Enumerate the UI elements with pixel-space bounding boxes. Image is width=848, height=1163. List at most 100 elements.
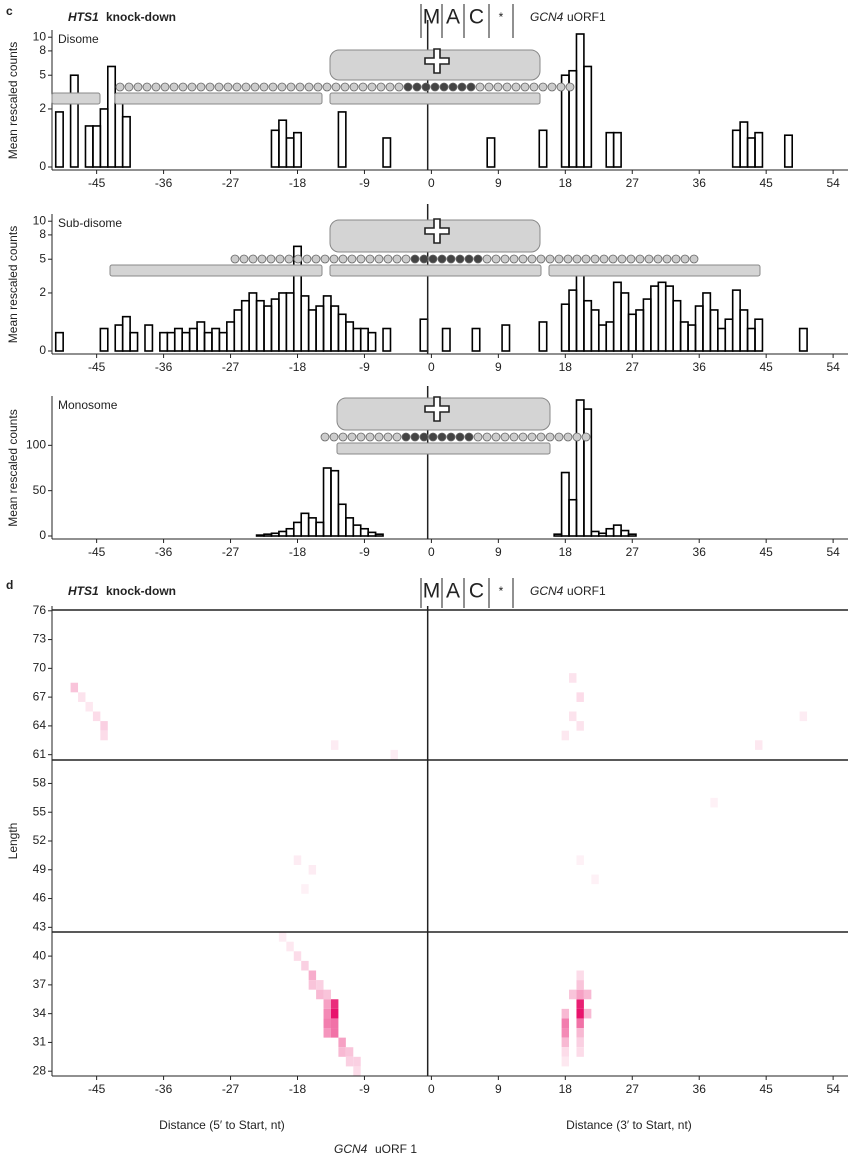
y-tick-label: 5: [39, 67, 46, 81]
histogram-bar: [54, 111, 64, 168]
heatmap-cell: [301, 960, 309, 971]
heatmap-cell: [561, 1056, 570, 1067]
residue: [365, 254, 375, 264]
ribosome-footprint: [548, 264, 761, 277]
residue: [554, 432, 564, 442]
histogram-bar: [538, 129, 548, 168]
histogram-bar: [203, 331, 213, 352]
histogram-bar: [322, 467, 332, 537]
histogram-bar: [211, 327, 221, 352]
residue: [545, 254, 555, 264]
residue: [644, 254, 654, 264]
codon: M: [423, 580, 441, 603]
panel-label: c: [6, 4, 13, 18]
histogram-bar: [166, 331, 176, 352]
residue: [430, 82, 440, 92]
x-tick-label: -27: [222, 360, 240, 374]
residue: [599, 254, 609, 264]
x-tick-label: 9: [495, 360, 502, 374]
ribosome: [336, 397, 551, 431]
residue: [529, 82, 539, 92]
x-tick-label: 27: [626, 545, 640, 559]
residue: [331, 82, 341, 92]
residue: [482, 432, 492, 442]
residue: [556, 82, 566, 92]
residue: [392, 432, 402, 442]
heatmap-cell: [278, 932, 287, 942]
y-tick-label: 61: [33, 747, 47, 761]
heatmap-cell: [330, 740, 339, 750]
heatmap-cell: [353, 1066, 361, 1076]
residue: [419, 254, 429, 264]
x-tick-label: 18: [559, 1082, 573, 1096]
cross: [424, 48, 450, 74]
x-tick-label: -36: [155, 1082, 173, 1096]
y-tick-label: 49: [33, 862, 47, 876]
histogram-bar: [664, 285, 674, 352]
y-tick-label: 0: [39, 528, 46, 542]
heatmap-cell: [316, 989, 324, 1000]
x-tick-label: -9: [359, 360, 370, 374]
histogram-bar: [352, 524, 362, 537]
orf-gene: GCN4: [530, 10, 564, 24]
histogram-bar: [114, 95, 124, 168]
heatmap-cell: [583, 1008, 592, 1019]
residue: [617, 254, 627, 264]
x-tick-label: 36: [693, 176, 707, 190]
residue: [419, 432, 429, 442]
heatmap-cell: [755, 740, 763, 750]
x-tick-label: 0: [428, 1082, 435, 1096]
ribosome-footprint: [329, 264, 542, 277]
y-tick-label: 70: [33, 661, 47, 675]
orf-name: uORF1: [567, 584, 606, 598]
histogram-bar: [307, 517, 317, 537]
residue: [223, 82, 233, 92]
histogram-bar: [486, 137, 496, 168]
x-tick-label: 54: [826, 1082, 840, 1096]
residue: [311, 254, 321, 264]
residue: [410, 432, 420, 442]
residue: [385, 82, 395, 92]
histogram-bar: [54, 331, 64, 352]
residue: [473, 254, 483, 264]
residue: [376, 82, 386, 92]
y-tick-label: 8: [39, 227, 46, 241]
histogram-bar: [687, 324, 697, 352]
residue: [403, 82, 413, 92]
orf-name: uORF1: [567, 10, 606, 24]
histogram-bar: [173, 327, 183, 352]
histogram-bar: [635, 309, 645, 352]
residue: [187, 82, 197, 92]
x-tick-label: -45: [88, 176, 106, 190]
residue: [329, 254, 339, 264]
histogram-bar: [568, 289, 578, 352]
heatmap-cell: [78, 692, 86, 702]
residue: [511, 82, 521, 92]
histogram-bar: [352, 327, 362, 352]
residue: [475, 82, 485, 92]
x-tick-label: 45: [759, 545, 773, 559]
residue: [437, 254, 447, 264]
residue: [356, 254, 366, 264]
histogram-bar: [106, 65, 117, 168]
histogram-bar: [605, 321, 615, 352]
histogram-bar: [709, 309, 719, 352]
heatmap-cell: [710, 797, 718, 808]
residue: [214, 82, 224, 92]
x-tick-label: 27: [626, 1082, 640, 1096]
y-tick-label: 2: [39, 285, 46, 299]
histogram-bar: [657, 281, 667, 352]
histogram-bar: [233, 309, 243, 352]
residue: [527, 432, 537, 442]
x-tick-label: -9: [359, 1082, 370, 1096]
histogram-bar: [367, 531, 377, 537]
residue: [446, 254, 456, 264]
x-tick-label: -18: [289, 176, 307, 190]
x-tick-label: 0: [428, 176, 435, 190]
residue: [527, 254, 537, 264]
x-tick-label: 45: [759, 1082, 773, 1096]
residue: [392, 254, 402, 264]
histogram-bar: [568, 498, 578, 537]
residue: [518, 254, 528, 264]
heatmap-cell: [308, 864, 317, 875]
